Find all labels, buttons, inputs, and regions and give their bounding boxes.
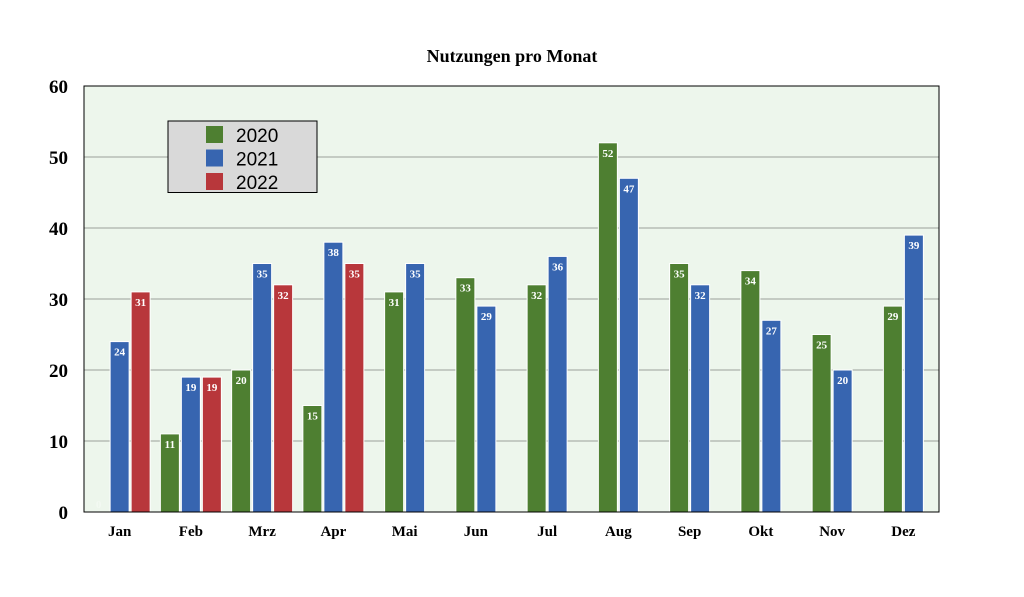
x-tick-label: Feb [179,524,203,540]
bar-2021-Mai [405,263,426,513]
bar-2021-Aug [618,177,639,513]
data-label: 47 [623,183,635,195]
x-tick-label: Jul [537,524,557,540]
x-tick-label: Mai [392,524,418,540]
data-label: 39 [908,240,920,252]
chart-title: Nutzungen pro Monat [427,46,598,66]
bar-2021-Sep [690,284,711,513]
y-tick-label: 60 [49,77,68,98]
bar-2022-Mrz [273,284,294,513]
legend-label: 2020 [236,126,278,147]
bar-2021-Dez [903,234,924,513]
bar-2020-Nov [811,334,832,513]
data-label: 35 [257,269,269,281]
bar-2020-Jul [526,284,547,513]
bar-2021-Nov [832,369,853,513]
bar-2020-Jun [455,277,476,513]
plot-frame [83,85,940,513]
x-tick-label: Sep [678,524,701,540]
bar-2022-Feb [201,376,222,513]
y-tick-label: 40 [49,219,68,240]
legend-swatch [206,126,223,143]
bar-2020-Mai [384,291,405,513]
data-label: 35 [410,269,422,281]
bar-2021-Jan [109,341,130,513]
data-label: 31 [389,297,400,309]
y-tick-label: 30 [49,290,68,311]
data-label: 29 [481,311,493,323]
legend-box [167,120,318,193]
data-label: 19 [206,382,218,394]
x-tick-label: Mrz [248,524,276,540]
x-tick-label: Okt [748,524,773,540]
bar-2021-Okt [761,319,782,513]
data-label: 35 [349,269,361,281]
bar-2021-Apr [323,241,344,513]
bar-2022-Apr [344,263,365,513]
data-label: 31 [135,297,146,309]
bar-2021-Mrz [252,263,273,513]
bar-2021-Jul [547,255,568,513]
y-tick-label: 50 [49,148,68,169]
data-label: 32 [278,290,290,302]
data-label: 20 [837,375,849,387]
x-tick-label: Jan [108,524,132,540]
data-label: 36 [552,261,564,273]
data-label: 19 [185,382,197,394]
data-label: 15 [307,411,319,423]
x-tick-label: Jun [464,524,489,540]
data-label: 38 [328,247,340,259]
x-axis: Jan Feb Mrz Apr Mai Jun Jul Aug Sep Okt Nov Dez [108,524,916,540]
bar-2020-Okt [740,270,761,513]
y-tick-label: 0 [59,503,69,524]
data-label: 11 [165,439,175,451]
data-label: 24 [114,347,126,359]
x-tick-label: Dez [891,524,915,540]
x-tick-label: Nov [819,524,845,540]
y-tick-label: 10 [49,432,68,453]
x-tick-label: Apr [320,524,346,540]
x-tick-label: Aug [605,524,632,540]
bar-2020-Sep [669,263,690,513]
data-label: 34 [745,276,757,288]
data-label: 32 [531,290,543,302]
data-label: 20 [236,375,248,387]
y-axis: 0 10 20 30 40 50 60 [49,77,68,524]
data-label: 25 [816,340,828,352]
bar-2021-Jun [476,305,497,513]
y-tick-label: 20 [49,361,68,382]
data-label: 35 [674,269,686,281]
data-label: 32 [695,290,707,302]
bar-2022-Jan [130,291,151,513]
data-label: 27 [766,325,778,337]
data-label: 0 [96,499,102,511]
bar-2020-Aug [597,142,618,513]
data-label: 33 [460,283,472,295]
bar-2020-Dez [882,305,903,513]
legend-label: 2021 [236,150,278,171]
legend-swatch [206,149,223,167]
bar-2020-Mrz [231,369,252,513]
legend-swatch [206,173,223,190]
bar-2021-Feb [180,376,201,513]
legend-label: 2022 [236,173,278,194]
data-label: 29 [887,311,899,323]
grid-lines [84,156,939,442]
data-label: 52 [602,148,614,160]
